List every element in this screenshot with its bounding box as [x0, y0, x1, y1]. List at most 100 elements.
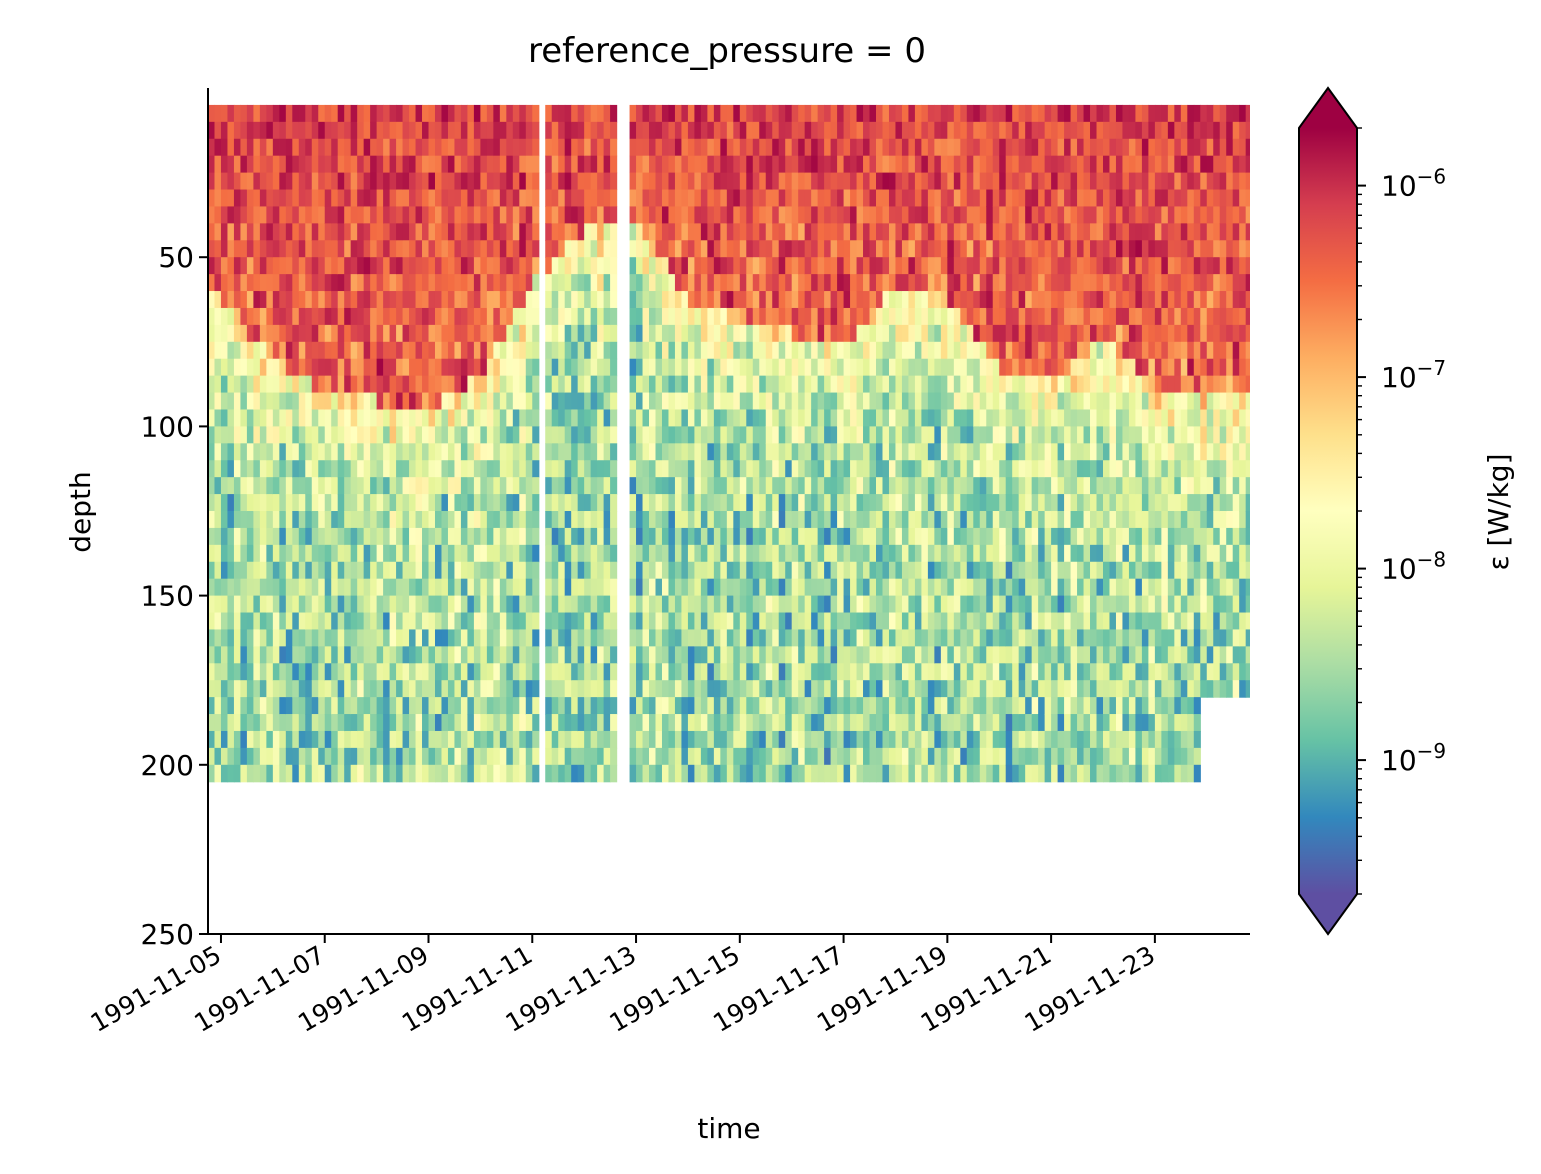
heatmap-cell-4668: [979, 578, 987, 597]
heatmap-cell-1701: [480, 460, 488, 478]
heatmap-cell-2094: [551, 341, 559, 360]
heatmap-cell-3557: [798, 730, 806, 749]
heatmap-cell-3986: [869, 544, 877, 563]
heatmap-cell-3997: [869, 730, 877, 749]
heatmap-cell-3364: [772, 172, 780, 191]
heatmap-cell-929: [357, 257, 365, 275]
heatmap-cell-1520: [454, 104, 462, 123]
heatmap-cell-2209: [571, 257, 579, 275]
heatmap-cell-1864: [506, 511, 514, 529]
heatmap-cell-1357: [422, 730, 430, 749]
heatmap-cell-2664: [655, 511, 663, 529]
heatmap-cell-1454: [441, 341, 449, 360]
heatmap-cell-3497: [791, 392, 799, 411]
heatmap-cell-1180: [396, 443, 404, 461]
heatmap-cell-1140: [389, 443, 397, 461]
heatmap-cell-1309: [415, 595, 423, 614]
heatmap-cell-851: [344, 291, 352, 309]
heatmap-cell-1965: [525, 189, 533, 208]
heatmap-cell-3713: [824, 663, 832, 681]
heatmap-cell-744: [324, 511, 332, 529]
heatmap-cell-642: [311, 138, 319, 157]
heatmap-cell-1386: [428, 544, 436, 563]
heatmap-cell-4122: [895, 138, 903, 157]
heatmap-cell-4438: [940, 747, 948, 766]
heatmap-cell-3744: [830, 511, 838, 529]
heatmap-cell-770: [331, 274, 339, 292]
heatmap-cell-2749: [668, 595, 676, 614]
heatmap-cell-3457: [785, 392, 793, 411]
heatmap-cell-2214: [571, 341, 579, 360]
heatmap-cell-2110: [551, 612, 559, 631]
heatmap-cell-4753: [992, 663, 1000, 681]
heatmap-cell-2317: [584, 730, 592, 749]
heatmap-cell-2002: [532, 138, 540, 157]
heatmap-cell-2730: [668, 274, 676, 292]
heatmap-cell-4648: [979, 240, 987, 258]
heatmap-cell-270: [246, 612, 254, 631]
heatmap-cell-2055: [545, 358, 553, 377]
heatmap-cell-825: [337, 527, 345, 546]
heatmap-cell-624: [305, 511, 313, 529]
heatmap-cell-1138: [389, 409, 397, 427]
heatmap-cell-2269: [577, 595, 585, 614]
heatmap-cell-4259: [914, 426, 923, 444]
heatmap-cell-2369: [597, 257, 605, 275]
heatmap-cell-4873: [1012, 663, 1020, 681]
heatmap-cell-496: [285, 375, 293, 394]
heatmap-cell-2375: [597, 358, 605, 377]
heatmap-cell-3314: [759, 680, 767, 698]
heatmap-cell-2036: [532, 714, 540, 732]
heatmap-cell-1501: [447, 460, 456, 478]
heatmap-cell-4049: [882, 257, 890, 275]
heatmap-cell-4087: [888, 223, 897, 241]
heatmap-cell-1262: [409, 477, 417, 495]
heatmap-cell-3538: [798, 409, 806, 427]
heatmap-cell-3235: [746, 697, 754, 715]
heatmap-cell-2507: [629, 561, 637, 580]
heatmap-cell-4866: [1012, 544, 1020, 563]
heatmap-cell-282: [253, 138, 261, 157]
heatmap-cell-3421: [778, 460, 786, 478]
heatmap-cell-400: [272, 104, 280, 123]
heatmap-cell-2260: [577, 443, 585, 461]
heatmap-cell-3329: [765, 257, 773, 275]
heatmap-cell-3855: [850, 358, 858, 377]
heatmap-cell-1197: [396, 730, 404, 749]
heatmap-cell-546: [292, 544, 300, 563]
heatmap-cell-268: [246, 578, 254, 597]
heatmap-cell-2007: [532, 223, 540, 241]
heatmap-cell-3395: [772, 697, 780, 715]
heatmap-cell-2043: [545, 155, 553, 174]
heatmap-cell-325: [259, 189, 267, 208]
heatmap-cell-2175: [564, 358, 572, 377]
heatmap-cell-2875: [687, 697, 696, 715]
heatmap-cell-3472: [785, 646, 793, 664]
heatmap-cell-4163: [901, 155, 910, 174]
heatmap-cell-630: [305, 612, 313, 631]
heatmap-cell-390: [266, 612, 274, 631]
heatmap-cell-3824: [843, 511, 851, 529]
heatmap-cell-4774: [999, 341, 1007, 360]
heatmap-cell-2066: [545, 544, 553, 563]
heatmap-cell-2707: [661, 561, 670, 580]
heatmap-cell-2554: [636, 680, 644, 698]
heatmap-cell-1080: [383, 104, 391, 123]
heatmap-cell-512: [285, 646, 293, 664]
heatmap-cell-4299: [921, 426, 929, 444]
heatmap-cell-2464: [610, 511, 618, 529]
heatmap-cell-313: [253, 663, 261, 681]
heatmap-cell-1461: [441, 460, 449, 478]
heatmap-cell-836: [337, 714, 345, 732]
heatmap-cell-3572: [804, 307, 812, 326]
heatmap-cell-1862: [506, 477, 514, 495]
heatmap-cell-1383: [428, 494, 436, 512]
heatmap-cell-4256: [914, 375, 923, 394]
heatmap-cell-955: [357, 697, 365, 715]
heatmap-cell-3460: [785, 443, 793, 461]
heatmap-cell-2107: [551, 561, 559, 580]
heatmap-cell-269: [246, 595, 254, 614]
heatmap-cell-2675: [655, 697, 663, 715]
heatmap-cell-503: [285, 494, 293, 512]
heatmap-cell-4637: [973, 730, 981, 749]
